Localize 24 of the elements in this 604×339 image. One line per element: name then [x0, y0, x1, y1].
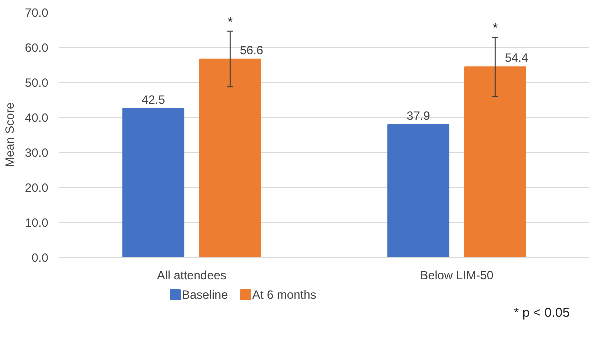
y-tick-label: 10.0	[25, 216, 49, 230]
y-tick-label: 40.0	[25, 111, 49, 125]
annotation: *	[492, 20, 498, 36]
x-tick-label: Below LIM-50	[420, 268, 494, 282]
y-tick-label: 0.0	[32, 251, 49, 265]
data-label: 42.5	[142, 92, 166, 107]
y-tick-label: 50.0	[25, 76, 49, 90]
bar	[464, 66, 526, 258]
annotation: *	[228, 14, 234, 30]
y-tick-label: 20.0	[25, 181, 49, 195]
y-tick-label: 30.0	[25, 146, 49, 160]
text: * p < 0.05	[514, 304, 570, 322]
y-axis-title: Mean Score	[3, 102, 18, 168]
bar	[199, 58, 262, 258]
bar	[122, 108, 185, 258]
data-label: 54.4	[505, 51, 529, 66]
legend-label: At 6 months	[252, 288, 317, 302]
bar	[388, 124, 450, 258]
y-tick-label: 70.0	[25, 6, 49, 20]
y-tick-label: 60.0	[25, 41, 49, 55]
data-label: 56.6	[240, 43, 264, 58]
x-tick-label: All attendees	[157, 268, 227, 282]
data-label: 37.9	[406, 108, 431, 123]
legend-label: Baseline	[182, 288, 228, 302]
